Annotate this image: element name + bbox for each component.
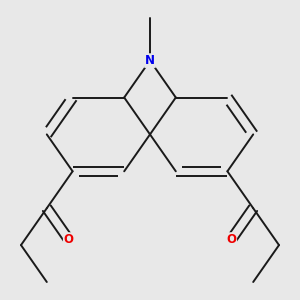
- Text: N: N: [145, 54, 155, 67]
- Text: O: O: [226, 233, 236, 246]
- Text: O: O: [64, 233, 74, 246]
